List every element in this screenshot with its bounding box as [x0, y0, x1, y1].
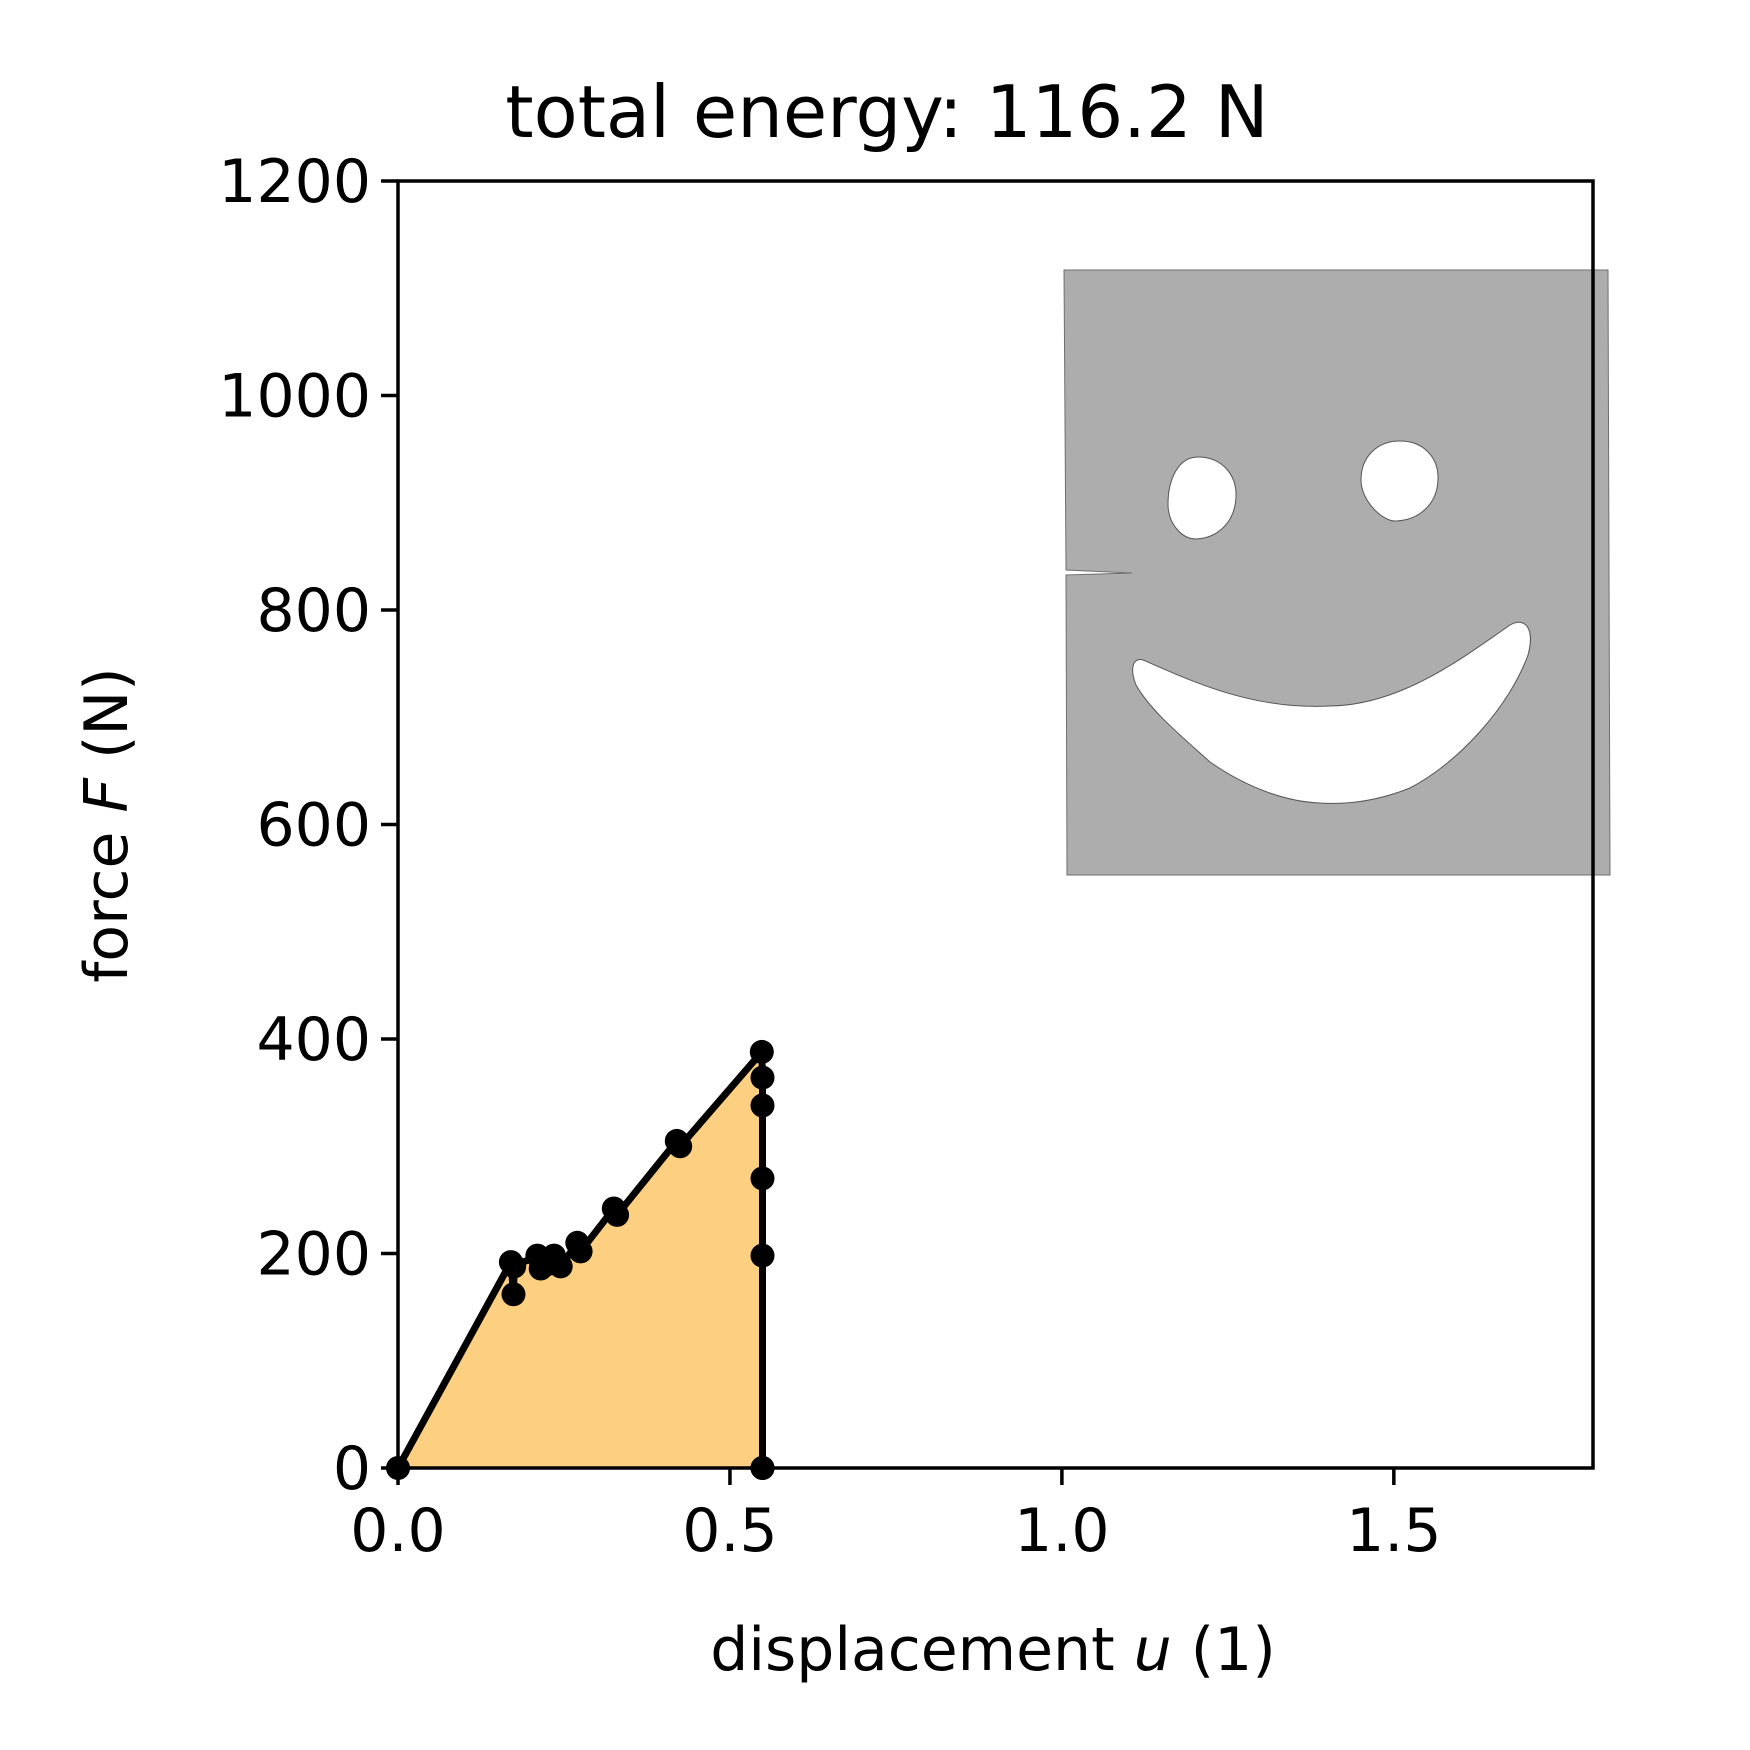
- x-axis-label-prefix: displacement: [710, 1615, 1133, 1685]
- data-point: [750, 1243, 775, 1268]
- y-tick-label: 0: [333, 1434, 371, 1504]
- data-point: [501, 1282, 526, 1307]
- right-eye-cutout: [1360, 440, 1439, 522]
- data-point: [568, 1239, 593, 1264]
- x-tick-label: 1.0: [1014, 1496, 1109, 1566]
- data-point: [668, 1134, 693, 1159]
- data-point: [750, 1093, 775, 1118]
- x-tick-label: 0.5: [682, 1496, 777, 1566]
- y-tick-label: 400: [256, 1005, 371, 1075]
- data-point: [605, 1202, 630, 1227]
- x-axis-ticks: 0.0 0.5 1.0 1.5: [350, 1468, 1442, 1566]
- y-tick-label: 600: [256, 791, 371, 861]
- x-axis-label-variable: u: [1134, 1615, 1172, 1685]
- y-axis-ticks: 0 200 400 600 800 1000 1200: [218, 147, 398, 1504]
- y-axis-label-prefix: force: [72, 813, 142, 983]
- x-tick-label: 0.0: [350, 1496, 445, 1566]
- y-tick-label: 1000: [218, 362, 371, 432]
- y-tick-label: 200: [256, 1220, 371, 1290]
- plot-area: [386, 1039, 775, 1480]
- chart-title: total energy: 116.2 N: [505, 70, 1268, 154]
- data-point: [749, 1039, 774, 1064]
- smile-cutout: [1132, 621, 1531, 804]
- y-axis-label-variable: F: [72, 777, 142, 813]
- x-axis-label: displacement u (1): [710, 1615, 1276, 1685]
- data-point: [502, 1254, 527, 1279]
- x-axis-label-suffix: (1): [1172, 1615, 1276, 1685]
- specimen-inset: [1063, 269, 1611, 876]
- x-tick-label: 1.5: [1346, 1496, 1441, 1566]
- data-point: [750, 1065, 775, 1090]
- data-point: [750, 1166, 775, 1191]
- left-eye-cutout: [1167, 456, 1237, 540]
- data-point: [548, 1254, 573, 1279]
- y-axis-label: force F (N): [72, 667, 142, 982]
- y-tick-label: 800: [256, 576, 371, 646]
- y-tick-label: 1200: [218, 147, 371, 217]
- y-axis-label-suffix: (N): [72, 667, 142, 778]
